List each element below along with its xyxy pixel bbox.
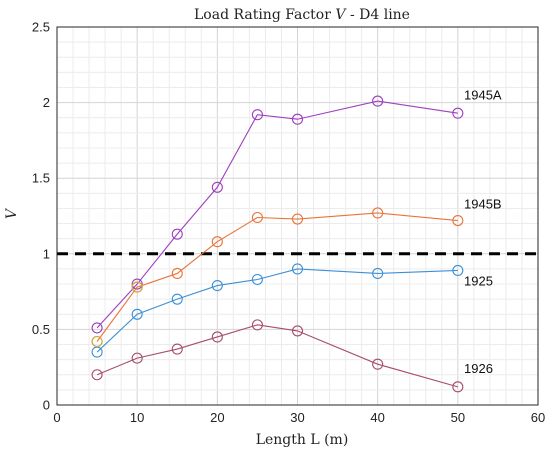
data-point [251, 273, 263, 286]
y-tick-label: 1 [43, 246, 50, 261]
y-tick-label: 0 [43, 398, 50, 413]
data-point [291, 263, 304, 275]
data-point [291, 113, 304, 125]
series-group [91, 95, 464, 393]
data-point [131, 278, 143, 290]
x-axis-label: Length L (m) [256, 432, 349, 448]
series-1926 [91, 319, 464, 393]
data-point [91, 369, 103, 381]
data-point [131, 352, 143, 364]
data-point [171, 267, 183, 280]
data-point [452, 264, 464, 276]
y-tick-label: 0.5 [32, 322, 50, 337]
series-labels: 1945A 1945B 1925 1926 [464, 88, 502, 377]
grid [56, 26, 539, 406]
series-label: 1926 [464, 361, 493, 376]
x-tick-label: 20 [210, 410, 224, 425]
series-label: 1945B [464, 196, 502, 211]
data-point [291, 213, 304, 225]
data-point [251, 109, 263, 121]
data-point [171, 228, 183, 240]
y-axis-label: V [4, 207, 20, 219]
y-tick-label: 2.5 [32, 20, 50, 35]
data-point [452, 381, 464, 393]
data-point [131, 281, 143, 293]
data-point [211, 181, 223, 193]
series-1945A [91, 95, 464, 334]
series-label: 1945A [464, 88, 502, 103]
plot-frame [56, 26, 539, 406]
x-tick-label: 40 [370, 410, 384, 425]
data-point [91, 322, 103, 334]
y-tick-label: 1.5 [32, 171, 50, 186]
data-point [131, 308, 143, 320]
series-line [96, 212, 458, 342]
series-line [96, 268, 458, 353]
data-point [211, 331, 223, 343]
x-tick-label: 50 [451, 410, 465, 425]
data-point [91, 346, 103, 358]
series-line [96, 100, 458, 329]
x-tick-label: 60 [531, 410, 545, 425]
data-point [452, 214, 464, 227]
series-1925 [91, 263, 464, 358]
data-point [211, 236, 223, 248]
data-point [372, 207, 384, 219]
data-point [171, 293, 183, 305]
series-line [96, 324, 458, 388]
y-tick-label: 2 [43, 95, 50, 110]
data-point [372, 358, 384, 370]
chart-title: Load Rating Factor V - D4 line [194, 7, 410, 23]
data-point [251, 319, 263, 331]
series-label: 1925 [464, 274, 493, 289]
x-tick-label: 0 [53, 410, 60, 425]
tick-labels: 0 10 20 30 40 50 60 0 0.5 1 1.5 2 2.5 [32, 20, 545, 426]
data-point [452, 107, 464, 119]
x-tick-label: 10 [130, 410, 144, 425]
data-point [91, 335, 103, 348]
data-point [171, 343, 183, 355]
data-point [251, 211, 263, 224]
data-point [372, 95, 384, 107]
data-point [291, 325, 304, 337]
x-tick-label: 30 [290, 410, 304, 425]
data-point [372, 267, 384, 280]
data-point [211, 280, 223, 292]
